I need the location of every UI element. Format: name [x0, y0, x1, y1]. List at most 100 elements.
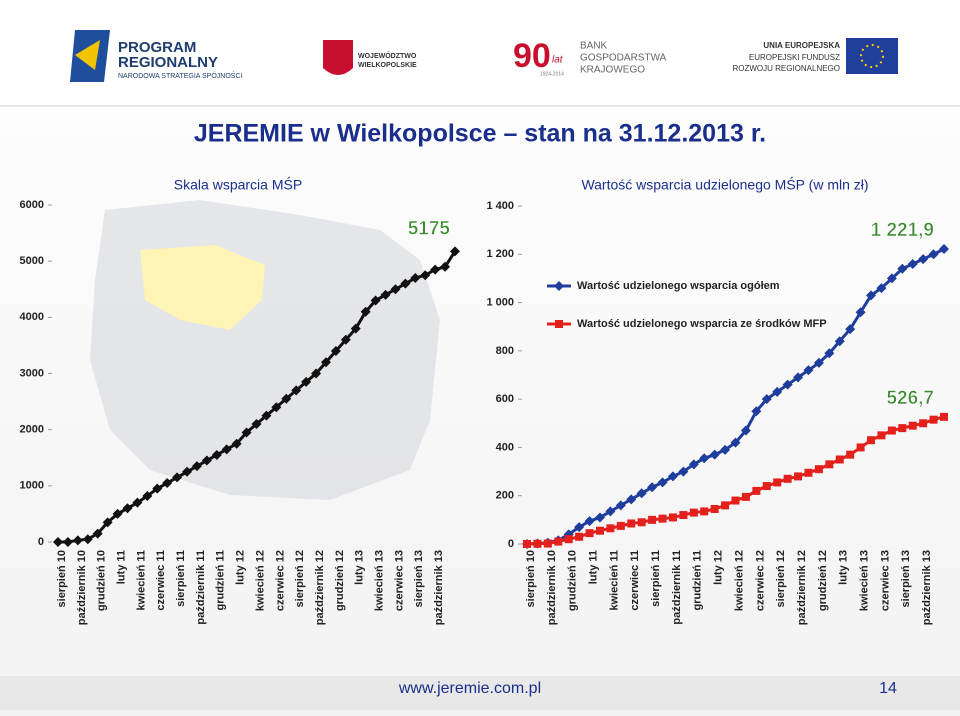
marker	[554, 281, 564, 291]
x-tick-label: październik 10	[546, 550, 558, 625]
marker	[813, 357, 824, 368]
marker	[595, 526, 604, 535]
data-label: 1 221,9	[871, 220, 934, 241]
x-tick-label: grudzień 12	[334, 550, 346, 611]
marker	[440, 261, 451, 272]
marker	[929, 415, 938, 424]
marker	[908, 421, 917, 430]
marker	[699, 453, 710, 464]
marker	[241, 427, 252, 438]
x-tick-label: kwiecień 11	[135, 550, 147, 611]
marker	[152, 483, 163, 494]
y-tick-label: 1 400	[486, 200, 514, 212]
logo-text: UNIA EUROPEJSKA	[763, 41, 840, 50]
marker	[420, 270, 431, 281]
marker	[782, 379, 793, 390]
x-tick-label: luty 13	[838, 550, 850, 585]
marker	[585, 529, 594, 538]
marker	[636, 488, 647, 499]
marker	[919, 419, 928, 428]
marker	[740, 425, 751, 436]
x-tick-label: sierpień 13	[413, 550, 425, 607]
x-tick-label: grudzień 10	[567, 550, 579, 611]
marker	[741, 492, 750, 501]
logo-text: ROZWOJU REGIONALNEGO	[732, 64, 840, 73]
marker	[291, 385, 302, 396]
y-tick-label: 600	[496, 393, 514, 405]
x-tick-label: czerwiec 12	[274, 550, 286, 611]
y-tick-label: 1000	[20, 480, 44, 492]
logo-text: PROGRAM	[118, 39, 196, 56]
marker	[835, 455, 844, 464]
logo-text: 90	[513, 37, 551, 75]
y-tick-label: 1 000	[486, 296, 514, 308]
x-tick-label: październik 11	[671, 550, 683, 625]
logo-text: 1924-2014	[540, 71, 564, 77]
map-highlight	[140, 245, 265, 330]
logo-shape	[323, 40, 353, 75]
y-tick-label: 6000	[20, 199, 44, 211]
marker	[667, 471, 678, 482]
logo-shape	[75, 40, 100, 70]
marker	[876, 283, 887, 294]
marker	[825, 460, 834, 469]
marker	[688, 459, 699, 470]
data-label: 5175	[408, 218, 451, 239]
marker	[658, 514, 667, 523]
x-tick-label: czerwiec 11	[155, 550, 167, 611]
charts: Skala wsparcia MŚP0100020003000400050006…	[20, 176, 949, 625]
marker	[855, 307, 866, 318]
x-tick-label: sierpień 12	[294, 550, 306, 607]
marker	[773, 478, 782, 487]
marker	[533, 539, 542, 548]
marker	[554, 537, 563, 546]
logo-text: GOSPODARSTWA	[580, 53, 667, 64]
marker	[731, 496, 740, 505]
marker	[709, 449, 720, 460]
marker	[142, 490, 153, 501]
marker	[637, 518, 646, 527]
marker	[616, 521, 625, 530]
logo-text: WOJEWÓDZTWO	[358, 51, 417, 60]
x-tick-label: czerwiec 13	[393, 550, 405, 611]
page-number: 14	[879, 680, 897, 697]
marker	[301, 376, 312, 387]
marker	[814, 465, 823, 474]
marker	[939, 243, 949, 254]
marker	[856, 443, 865, 452]
footer	[0, 676, 960, 710]
marker	[907, 258, 918, 269]
marker	[834, 336, 845, 347]
y-tick-label: 400	[496, 441, 514, 453]
marker	[53, 537, 63, 547]
marker	[261, 410, 272, 421]
x-tick-label: luty 11	[587, 550, 599, 584]
marker	[132, 497, 143, 508]
x-tick-label: luty 12	[235, 550, 247, 585]
marker	[804, 468, 813, 477]
marker	[251, 419, 262, 430]
marker	[866, 290, 877, 301]
x-tick-label: sierpień 11	[175, 550, 187, 607]
marker	[271, 402, 282, 413]
marker	[783, 474, 792, 483]
marker	[918, 254, 929, 265]
marker	[762, 482, 771, 491]
marker	[720, 444, 731, 455]
marker	[92, 528, 103, 539]
marker	[400, 278, 411, 289]
x-tick-label: grudzień 10	[96, 550, 108, 611]
marker	[201, 455, 212, 466]
y-tick-label: 800	[496, 345, 514, 357]
legend-label: Wartość udzielonego wsparcia ze środków …	[577, 318, 827, 330]
marker	[605, 506, 616, 517]
x-tick-label: czerwiec 12	[754, 550, 766, 611]
marker	[182, 466, 193, 477]
marker	[82, 534, 93, 545]
marker	[679, 511, 688, 520]
x-tick-label: luty 13	[354, 550, 366, 585]
marker	[710, 504, 719, 513]
marker	[648, 515, 657, 524]
marker	[845, 324, 856, 335]
marker	[555, 320, 563, 328]
